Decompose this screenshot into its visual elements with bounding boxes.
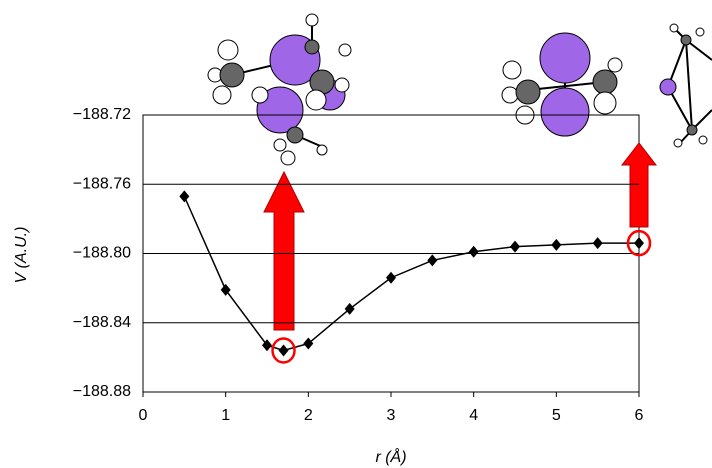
- marker: [386, 272, 396, 284]
- x-tick-label: 1: [221, 407, 230, 424]
- x-tick-label: 5: [552, 407, 561, 424]
- arrow: [622, 143, 656, 227]
- y-tick-label: −188.84: [73, 314, 131, 331]
- x-tick-label: 6: [635, 407, 644, 424]
- line: [184, 196, 639, 350]
- marker: [510, 241, 520, 253]
- marker: [279, 344, 289, 356]
- marker: [593, 237, 603, 249]
- y-axis-label: V (A.U.): [13, 227, 30, 284]
- marker: [634, 237, 644, 249]
- molecule-right: [502, 33, 622, 136]
- y-tick-label: −188.88: [73, 383, 131, 400]
- x-tick-label: 2: [304, 407, 313, 424]
- arrow: [264, 172, 304, 330]
- y-tick-label: −188.80: [73, 245, 131, 262]
- marker: [345, 303, 355, 315]
- marker: [469, 246, 479, 258]
- marker: [303, 338, 313, 350]
- y-tick-label: −188.72: [73, 106, 131, 123]
- x-tick-label: 4: [469, 407, 478, 424]
- molecule-left: [208, 14, 351, 165]
- marker: [551, 239, 561, 251]
- y-tick-label: −188.76: [73, 175, 131, 192]
- marker: [427, 254, 437, 266]
- chart: V (A.U.) r (Å) −188.88 −188.84 −188.80 −188…: [0, 0, 712, 468]
- x-tick-label: 3: [387, 407, 396, 424]
- marker: [179, 190, 189, 202]
- x-axis-label: r (Å): [375, 447, 406, 466]
- x-tick-label: 0: [139, 407, 148, 424]
- molecule-far-right: [660, 24, 712, 147]
